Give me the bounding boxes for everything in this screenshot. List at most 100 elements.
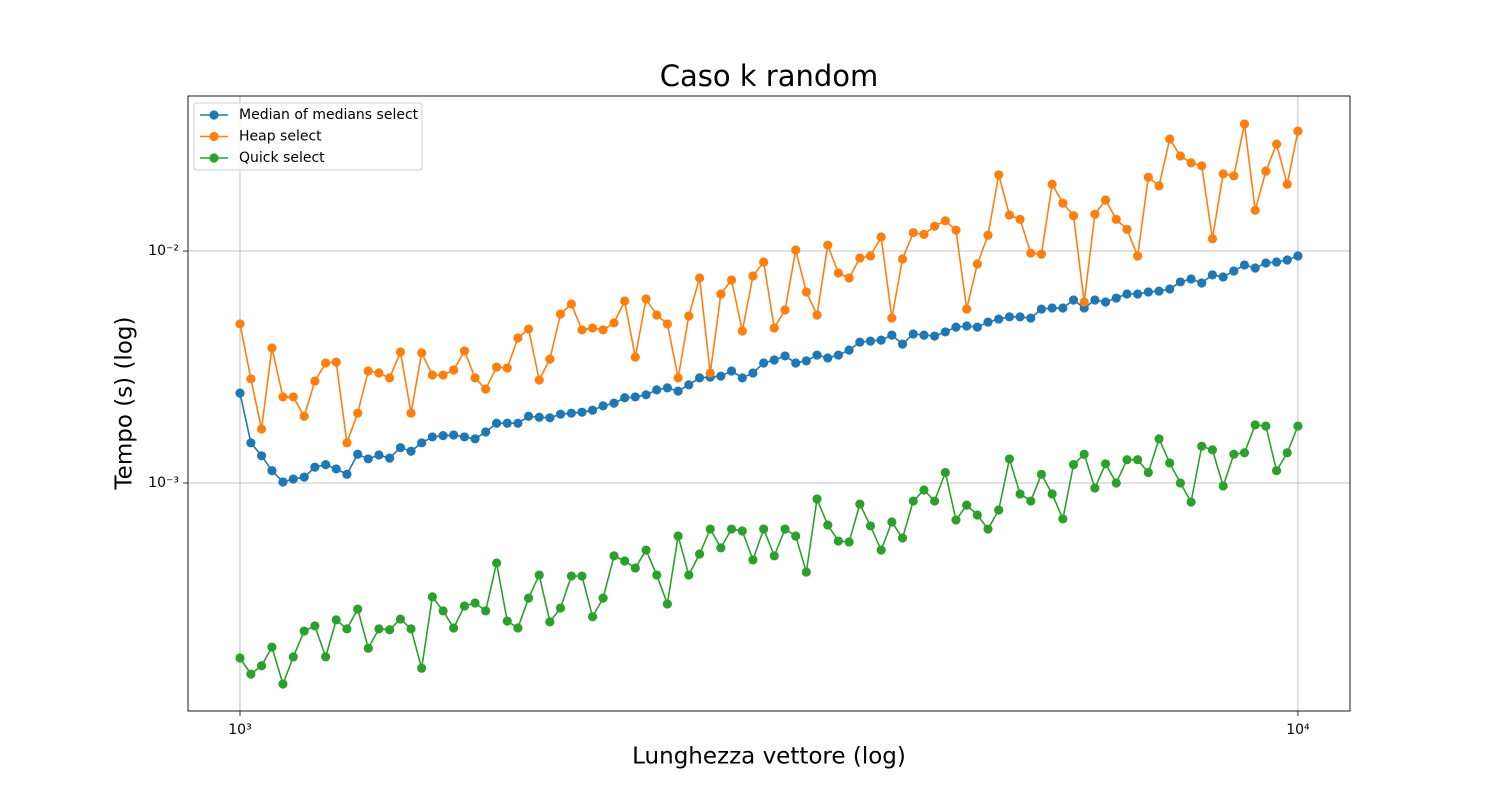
point [919,229,929,239]
point [1282,448,1292,458]
point [919,485,929,495]
point [598,593,608,603]
point [1250,263,1260,273]
point [694,373,705,383]
point [1261,166,1271,176]
point [246,374,256,384]
chart-title: Caso k random [660,59,879,93]
point [523,411,534,421]
point [641,390,651,400]
point [235,388,245,398]
point [1079,297,1089,307]
point [395,614,406,624]
point [1133,289,1143,299]
point [662,383,672,393]
point [331,464,341,474]
point [235,653,245,663]
point [1133,455,1143,465]
point [1271,139,1282,149]
point [513,333,523,343]
point [844,537,854,547]
point [513,623,523,633]
point [962,304,972,314]
point [310,376,320,386]
point [694,273,705,283]
point [299,626,309,636]
point [481,384,491,394]
point [994,314,1004,324]
point [481,606,491,616]
point [491,362,502,372]
point [566,408,576,418]
point [951,322,961,332]
point [545,413,555,423]
point [1079,449,1089,459]
point [374,624,384,634]
point [1100,459,1111,469]
point [523,324,534,334]
point [1154,181,1164,191]
point [684,570,694,580]
point [833,536,843,546]
point [887,330,897,340]
point [267,466,277,476]
point [801,567,811,577]
point [1015,312,1025,322]
point [1175,277,1186,287]
point [1175,151,1186,161]
point [1197,278,1207,288]
point [385,373,395,383]
point [256,451,267,461]
point [555,603,566,613]
point [299,472,309,482]
point [385,625,395,635]
point [566,299,576,309]
point [609,398,619,408]
point [598,325,608,335]
point [940,327,950,337]
point [855,337,865,347]
point [1068,295,1079,305]
point [897,339,908,349]
point [534,412,544,422]
series-line [239,123,1299,444]
point [855,499,865,509]
legend-label: Quick select [239,150,325,166]
point [353,604,363,614]
series-line [239,424,1299,687]
point [897,254,908,264]
point [1271,466,1282,476]
legend-box [193,102,423,171]
point [1239,119,1250,129]
point [994,170,1004,180]
point [780,524,790,534]
point [267,343,277,353]
point [662,319,672,329]
point [577,407,587,417]
point [684,311,694,321]
point [791,531,801,541]
point [1047,179,1057,189]
point [1282,255,1292,265]
point [246,438,256,448]
point [930,221,940,231]
x-tick-label: 10³ [228,722,251,738]
point [812,310,822,320]
point [876,335,886,345]
point [705,524,715,534]
point [1047,489,1057,499]
point [726,275,737,285]
point [769,551,779,561]
point [609,551,619,561]
point [791,358,801,368]
point [801,356,811,366]
point [1154,286,1164,296]
point [620,393,630,403]
point [256,661,267,671]
point [1229,266,1239,276]
point [1165,284,1175,294]
point [1015,489,1025,499]
point [331,615,341,625]
point [1154,434,1164,444]
point [278,392,288,402]
